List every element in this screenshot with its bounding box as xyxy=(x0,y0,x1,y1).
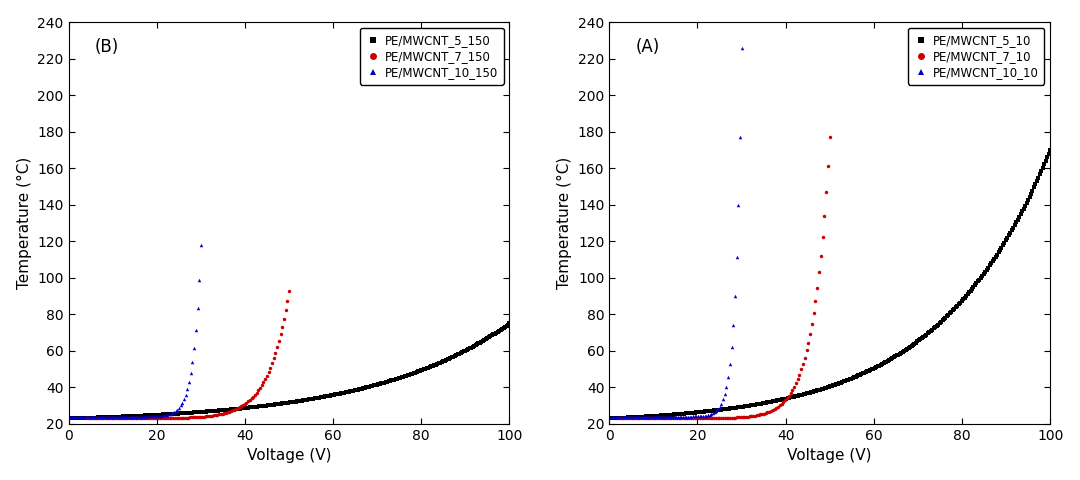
PE/MWCNT_7_150 xyxy=(122,416,135,421)
PE/MWCNT_10_150 xyxy=(143,414,156,420)
PE/MWCNT_5_150 xyxy=(332,391,345,397)
PE/MWCNT_7_150 xyxy=(219,410,232,416)
X-axis label: Voltage (V): Voltage (V) xyxy=(787,448,872,463)
PE/MWCNT_5_10 xyxy=(1002,232,1015,238)
Line: PE/MWCNT_7_150: PE/MWCNT_7_150 xyxy=(84,289,291,420)
PE/MWCNT_7_150 xyxy=(240,400,253,406)
Line: PE/MWCNT_5_150: PE/MWCNT_5_150 xyxy=(67,322,511,420)
PE/MWCNT_10_10 xyxy=(661,414,674,420)
PE/MWCNT_7_10 xyxy=(816,234,829,240)
PE/MWCNT_7_10 xyxy=(779,397,792,403)
Line: PE/MWCNT_7_10: PE/MWCNT_7_10 xyxy=(617,135,832,420)
PE/MWCNT_10_10 xyxy=(681,414,694,420)
PE/MWCNT_5_10 xyxy=(974,275,987,280)
Y-axis label: Temperature (°C): Temperature (°C) xyxy=(16,157,31,289)
PE/MWCNT_10_10 xyxy=(688,414,701,420)
PE/MWCNT_7_10 xyxy=(669,416,681,421)
PE/MWCNT_7_10 xyxy=(823,134,836,140)
PE/MWCNT_10_150 xyxy=(121,414,134,420)
Y-axis label: Temperature (°C): Temperature (°C) xyxy=(557,157,572,289)
PE/MWCNT_5_150 xyxy=(63,416,76,421)
PE/MWCNT_10_10 xyxy=(735,45,748,50)
Legend: PE/MWCNT_5_10, PE/MWCNT_7_10, PE/MWCNT_10_10: PE/MWCNT_5_10, PE/MWCNT_7_10, PE/MWCNT_1… xyxy=(907,28,1044,85)
PE/MWCNT_7_150 xyxy=(192,414,205,420)
PE/MWCNT_5_150 xyxy=(323,393,336,398)
PE/MWCNT_10_10 xyxy=(720,384,733,389)
PE/MWCNT_10_150 xyxy=(140,414,153,420)
Line: PE/MWCNT_10_10: PE/MWCNT_10_10 xyxy=(608,46,743,419)
PE/MWCNT_7_10 xyxy=(757,410,770,416)
PE/MWCNT_10_10 xyxy=(603,414,616,420)
PE/MWCNT_10_150 xyxy=(194,242,207,248)
PE/MWCNT_7_150 xyxy=(80,416,93,421)
Line: PE/MWCNT_10_150: PE/MWCNT_10_150 xyxy=(67,243,203,419)
PE/MWCNT_5_10 xyxy=(864,367,877,373)
PE/MWCNT_7_150 xyxy=(283,288,296,293)
PE/MWCNT_7_10 xyxy=(611,416,624,421)
PE/MWCNT_7_150 xyxy=(275,324,288,330)
PE/MWCNT_5_10 xyxy=(865,366,878,372)
PE/MWCNT_7_10 xyxy=(729,415,742,420)
Text: (B): (B) xyxy=(95,38,119,56)
PE/MWCNT_5_10 xyxy=(605,416,618,421)
PE/MWCNT_5_150 xyxy=(434,360,447,365)
PE/MWCNT_5_150 xyxy=(64,416,77,421)
PE/MWCNT_10_150 xyxy=(152,413,165,419)
PE/MWCNT_5_150 xyxy=(461,346,474,352)
Line: PE/MWCNT_5_10: PE/MWCNT_5_10 xyxy=(608,148,1052,420)
PE/MWCNT_5_150 xyxy=(325,393,338,398)
PE/MWCNT_10_10 xyxy=(693,413,706,419)
Legend: PE/MWCNT_5_150, PE/MWCNT_7_150, PE/MWCNT_10_150: PE/MWCNT_5_150, PE/MWCNT_7_150, PE/MWCNT… xyxy=(360,28,503,85)
Text: (A): (A) xyxy=(636,38,660,56)
PE/MWCNT_5_10 xyxy=(873,362,886,368)
PE/MWCNT_5_150 xyxy=(503,321,516,326)
PE/MWCNT_5_10 xyxy=(1043,147,1056,153)
PE/MWCNT_5_10 xyxy=(603,416,616,421)
PE/MWCNT_7_150 xyxy=(134,416,147,421)
PE/MWCNT_7_10 xyxy=(656,416,669,421)
PE/MWCNT_10_150 xyxy=(63,414,76,420)
X-axis label: Voltage (V): Voltage (V) xyxy=(246,448,332,463)
PE/MWCNT_10_150 xyxy=(179,392,192,397)
PE/MWCNT_10_10 xyxy=(684,414,697,420)
PE/MWCNT_10_150 xyxy=(148,413,161,419)
